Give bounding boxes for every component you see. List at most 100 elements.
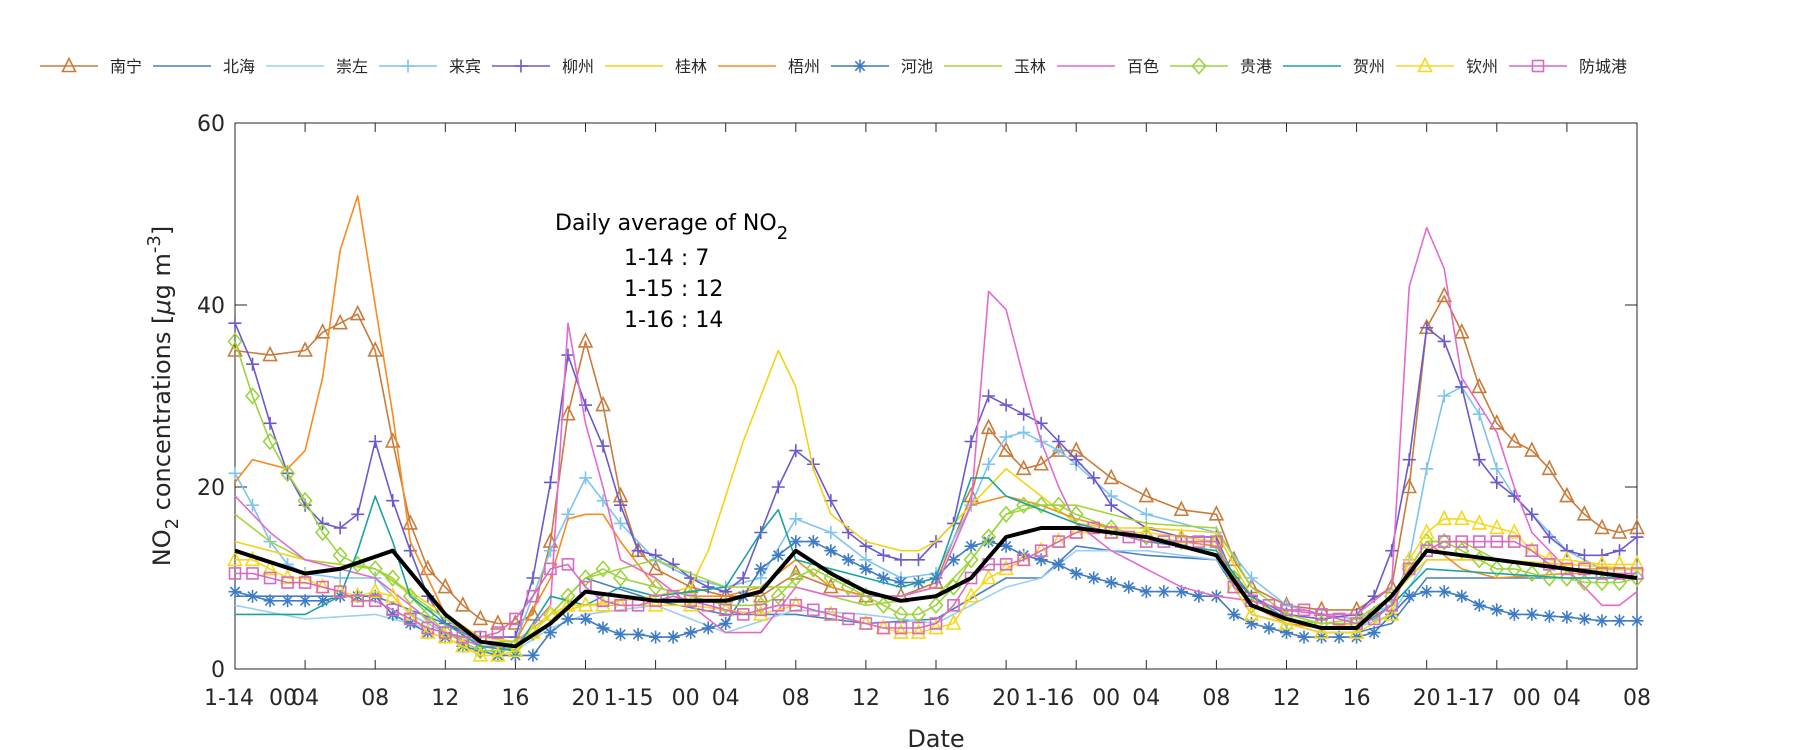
data-point bbox=[1297, 630, 1311, 644]
data-point bbox=[596, 494, 610, 508]
data-point bbox=[1455, 589, 1469, 603]
data-point bbox=[419, 559, 436, 576]
data-point bbox=[1139, 507, 1153, 521]
data-point bbox=[1436, 509, 1453, 526]
data-point bbox=[1577, 548, 1591, 562]
data-point bbox=[1402, 589, 1416, 603]
data-point bbox=[1017, 553, 1030, 567]
data-point bbox=[577, 332, 594, 348]
data-point bbox=[1489, 414, 1505, 430]
x-tick-label: 08 bbox=[361, 686, 389, 711]
data-point bbox=[1033, 496, 1049, 514]
data-point bbox=[1420, 321, 1434, 335]
data-point bbox=[437, 623, 453, 642]
data-point bbox=[928, 596, 944, 615]
series-layer bbox=[227, 195, 1645, 662]
data-point bbox=[1417, 56, 1433, 73]
data-point bbox=[1367, 626, 1381, 640]
data-point bbox=[1033, 454, 1049, 471]
data-point bbox=[1595, 614, 1609, 628]
data-point bbox=[1525, 544, 1539, 558]
data-point bbox=[509, 612, 522, 626]
data-point bbox=[928, 618, 944, 635]
data-point bbox=[386, 494, 400, 508]
data-point bbox=[401, 59, 415, 73]
data-point bbox=[1138, 486, 1155, 503]
data-point bbox=[807, 603, 820, 617]
x-tick-label: 08 bbox=[1623, 686, 1651, 711]
data-point bbox=[262, 345, 278, 362]
data-point bbox=[1559, 569, 1575, 587]
x-tick-label: 04 bbox=[712, 686, 740, 711]
data-point bbox=[316, 580, 329, 594]
data-point bbox=[684, 626, 698, 640]
data-point bbox=[1524, 564, 1540, 583]
data-point bbox=[719, 617, 733, 630]
data-point bbox=[1401, 477, 1417, 494]
data-point bbox=[859, 617, 873, 630]
data-point bbox=[752, 605, 769, 621]
data-point bbox=[876, 548, 890, 562]
data-point bbox=[876, 571, 890, 585]
data-point bbox=[281, 576, 294, 589]
legend-label: 梧州 bbox=[788, 57, 820, 76]
data-point bbox=[1436, 532, 1452, 551]
data-point bbox=[1227, 607, 1241, 621]
data-point bbox=[612, 569, 629, 587]
data-point bbox=[386, 603, 400, 617]
y-tick-label: 40 bbox=[197, 294, 225, 319]
x-tick-label: 16 bbox=[922, 686, 950, 711]
data-point bbox=[543, 544, 557, 558]
data-point bbox=[1313, 614, 1330, 633]
data-point bbox=[526, 648, 540, 662]
data-point bbox=[982, 389, 996, 403]
data-point bbox=[595, 395, 611, 412]
data-point bbox=[403, 612, 417, 626]
data-point bbox=[490, 614, 506, 630]
data-point bbox=[1524, 441, 1540, 457]
data-point bbox=[472, 642, 488, 660]
data-point bbox=[789, 598, 803, 612]
data-point bbox=[1332, 612, 1346, 626]
data-point bbox=[701, 621, 715, 635]
data-point bbox=[1087, 471, 1101, 485]
data-point bbox=[1437, 535, 1451, 548]
x-tick-labels: 1-14 04 08 12 16 20 04 08 12 16 20 04 08 12 16 20 04 08 00… bbox=[204, 686, 1651, 711]
legend-item: 南宁 bbox=[40, 56, 142, 76]
data-point bbox=[455, 636, 471, 653]
data-point bbox=[1104, 498, 1118, 512]
data-point bbox=[753, 596, 769, 615]
data-point bbox=[1262, 621, 1276, 635]
data-point bbox=[841, 553, 855, 567]
data-point bbox=[1453, 323, 1470, 339]
data-point bbox=[1560, 610, 1574, 624]
data-point bbox=[999, 398, 1013, 412]
data-point bbox=[1052, 435, 1066, 448]
data-point bbox=[1525, 607, 1539, 621]
legend-item: 贺州 bbox=[1283, 57, 1385, 76]
data-point bbox=[262, 559, 278, 576]
data-point bbox=[385, 569, 401, 587]
data-point bbox=[561, 612, 575, 626]
data-point bbox=[437, 577, 454, 594]
data-point bbox=[281, 594, 295, 608]
data-point bbox=[736, 571, 750, 585]
data-point bbox=[332, 546, 348, 564]
data-point bbox=[999, 539, 1013, 553]
data-point bbox=[998, 559, 1014, 576]
data-point bbox=[315, 523, 331, 542]
data-point bbox=[1350, 630, 1364, 644]
x-tick-label: 20 bbox=[1413, 686, 1441, 711]
data-point bbox=[1313, 623, 1330, 639]
data-point bbox=[910, 623, 927, 639]
data-point bbox=[1576, 573, 1592, 592]
data-point bbox=[1244, 571, 1258, 585]
data-point bbox=[1489, 518, 1505, 535]
data-point bbox=[333, 521, 347, 535]
data-point bbox=[1506, 523, 1523, 539]
data-point bbox=[1401, 550, 1417, 567]
legend-item: 桂林 bbox=[605, 57, 707, 76]
data-point bbox=[298, 594, 312, 608]
data-point bbox=[824, 544, 838, 558]
